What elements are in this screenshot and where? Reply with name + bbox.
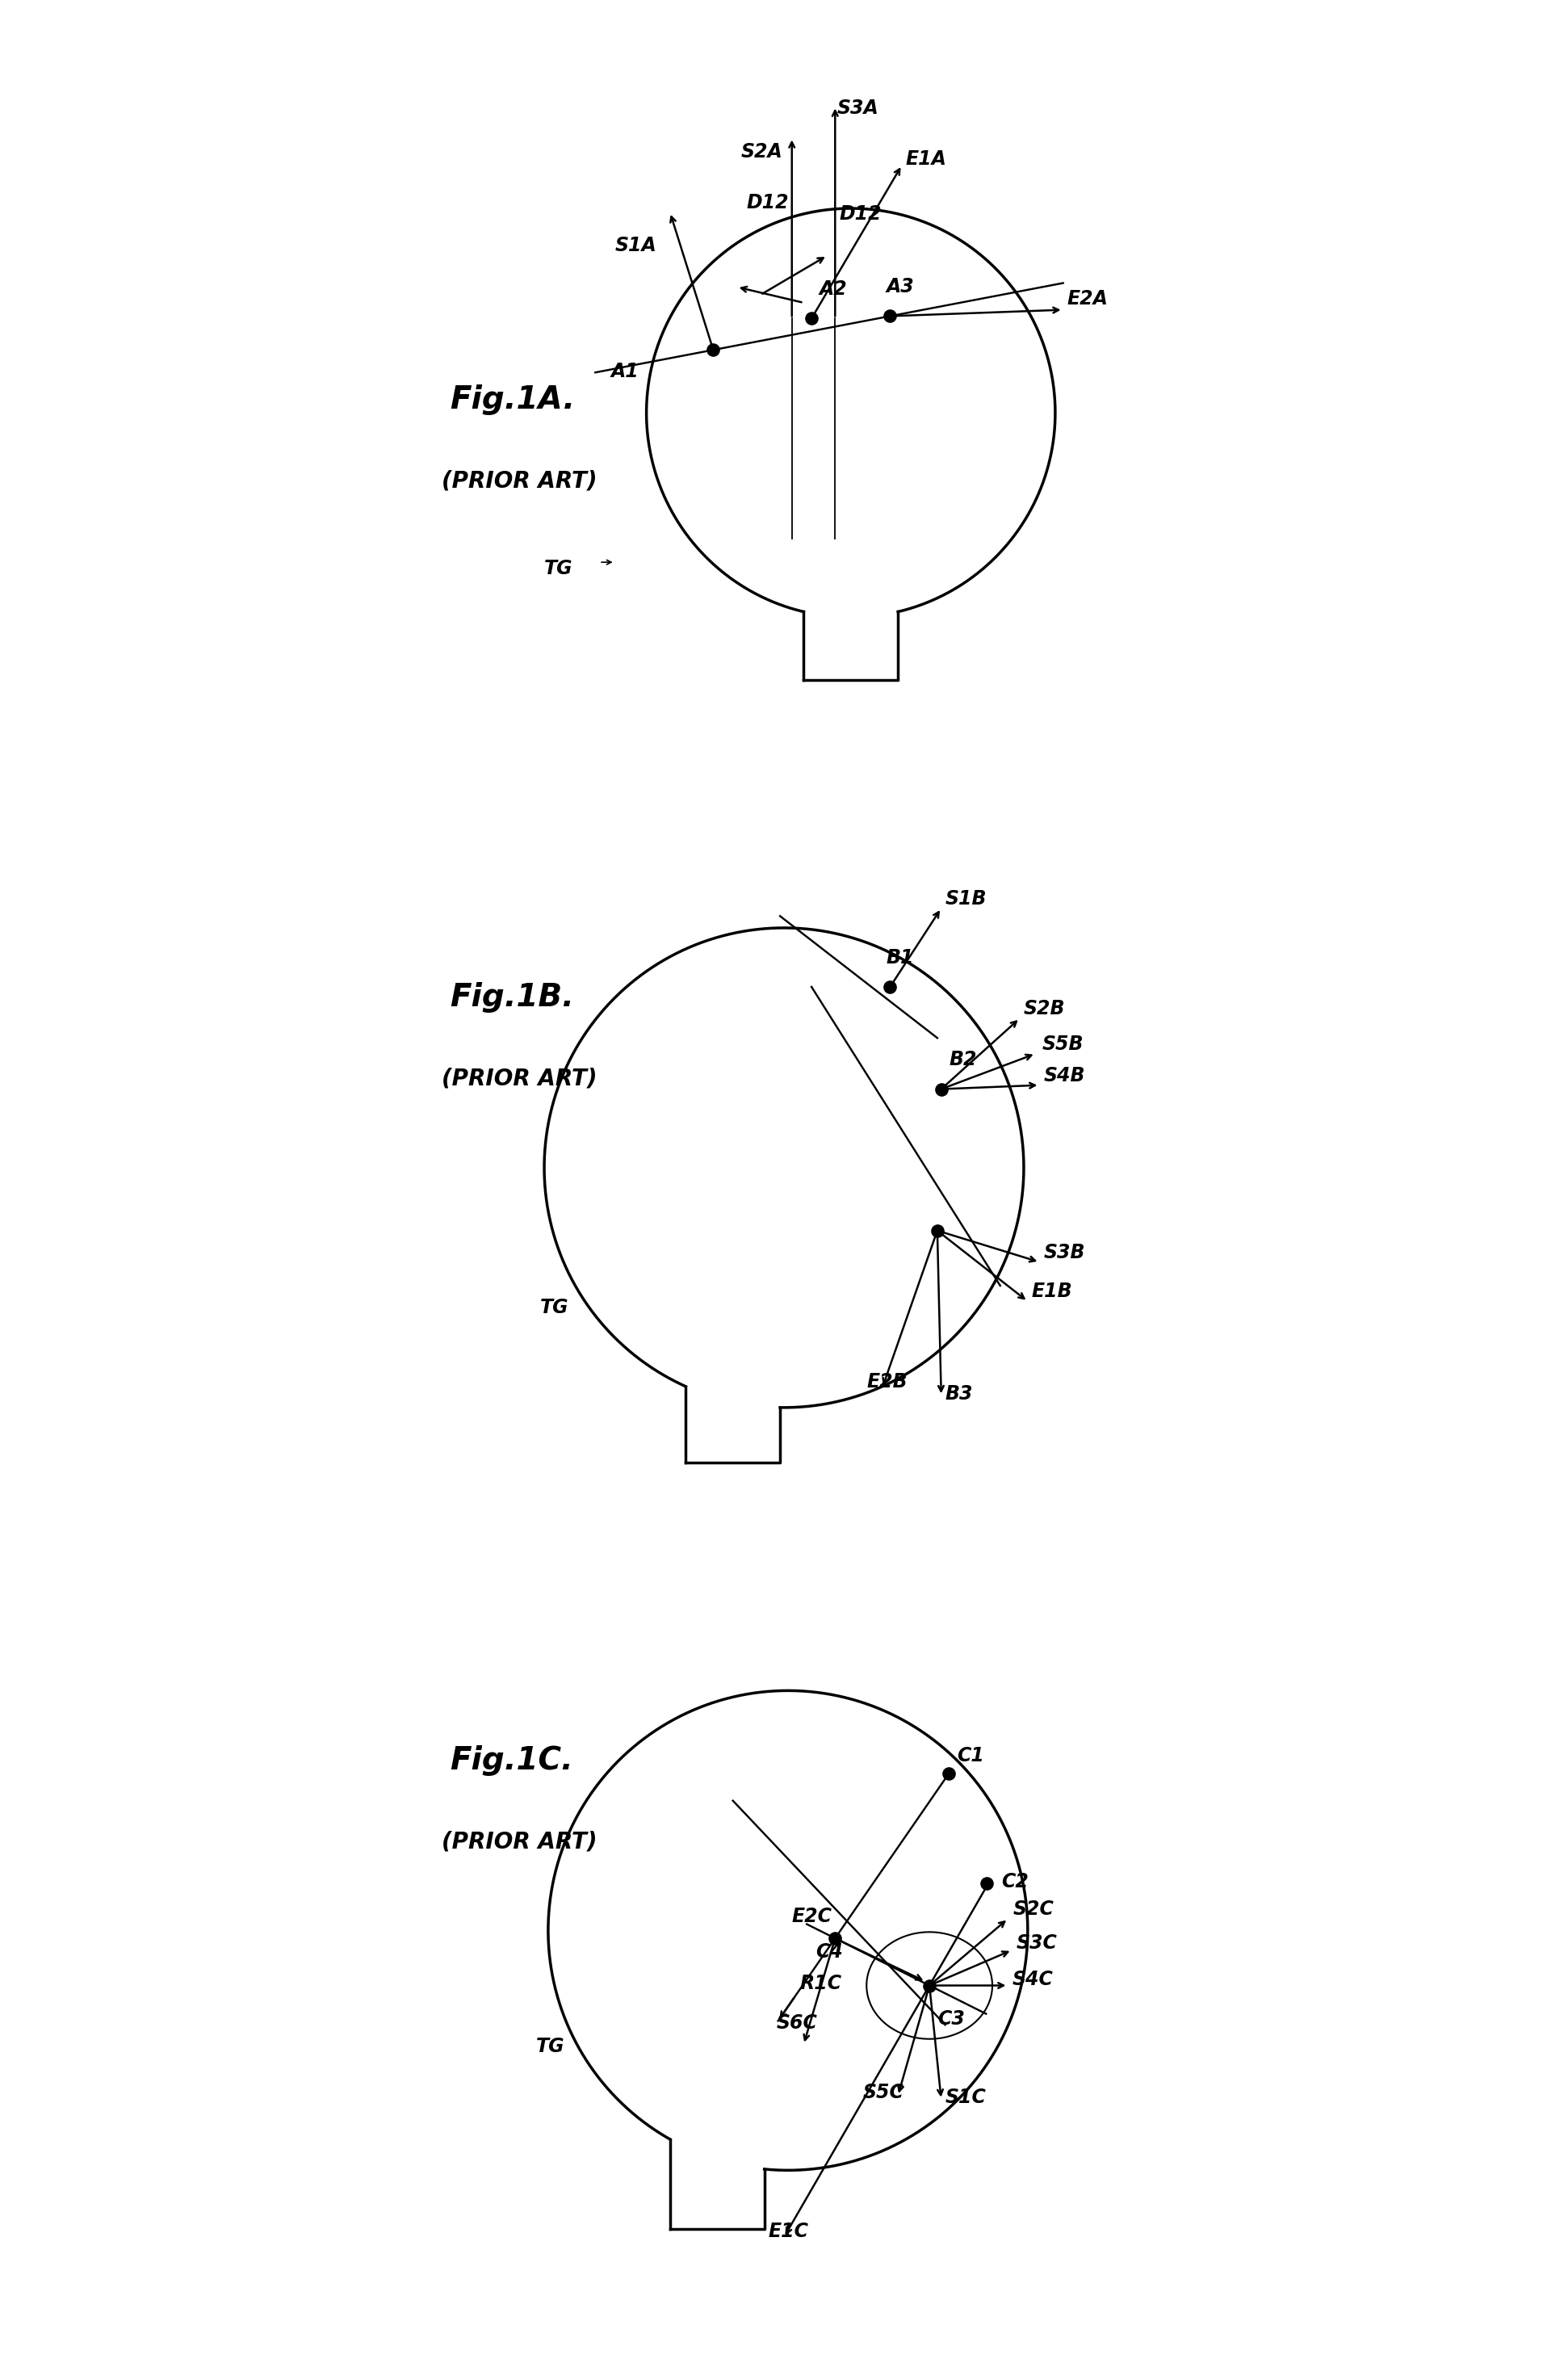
Text: S3B: S3B (1043, 1243, 1085, 1262)
Text: (PRIOR ART): (PRIOR ART) (442, 1831, 597, 1852)
Text: S4C: S4C (1011, 1970, 1054, 1989)
Text: E1B: E1B (1032, 1281, 1073, 1302)
Text: (PRIOR ART): (PRIOR ART) (442, 1066, 597, 1090)
Text: A1: A1 (612, 361, 640, 382)
Text: B3: B3 (946, 1385, 974, 1404)
Text: S2A: S2A (740, 142, 782, 160)
Text: R1C: R1C (800, 1974, 842, 1993)
Text: (PRIOR ART): (PRIOR ART) (442, 469, 597, 493)
Text: E1C: E1C (768, 2222, 809, 2241)
Text: TG: TG (536, 2036, 564, 2057)
Text: E1A: E1A (906, 149, 947, 170)
Text: A2: A2 (820, 278, 847, 300)
Text: S1B: S1B (946, 889, 986, 908)
Text: TG: TG (544, 559, 572, 578)
Text: Fig.1A.: Fig.1A. (450, 385, 575, 415)
Text: E2B: E2B (867, 1373, 908, 1392)
Point (878, 297, 903, 335)
Point (878, 967, 903, 1005)
Point (800, 300, 825, 337)
Text: E2A: E2A (1066, 288, 1109, 309)
Text: C3: C3 (938, 2010, 964, 2029)
Point (701, 330, 726, 368)
Text: E2C: E2C (792, 1906, 833, 1927)
Point (974, 1864, 999, 1901)
Text: TG: TG (541, 1297, 569, 1316)
Text: C2: C2 (1000, 1871, 1029, 1892)
Text: D12: D12 (839, 205, 881, 224)
Text: S5C: S5C (862, 2083, 903, 2102)
Text: C4: C4 (815, 1941, 842, 1963)
Point (925, 1213, 950, 1250)
Text: S4B: S4B (1043, 1066, 1085, 1085)
Text: B2: B2 (949, 1050, 977, 1069)
Text: B1: B1 (886, 948, 914, 967)
Text: A3: A3 (886, 276, 914, 297)
Point (823, 1920, 848, 1958)
Text: D12: D12 (746, 193, 789, 212)
Point (928, 1071, 953, 1109)
Text: S6C: S6C (776, 2012, 817, 2033)
Text: S3A: S3A (837, 99, 878, 118)
Text: S5B: S5B (1041, 1033, 1083, 1054)
Text: S2C: S2C (1013, 1899, 1054, 1918)
Text: S3C: S3C (1016, 1932, 1057, 1953)
Text: S1A: S1A (615, 236, 657, 255)
Point (917, 1967, 942, 2005)
Text: C1: C1 (956, 1746, 985, 1765)
Point (936, 1755, 961, 1793)
Text: S2B: S2B (1024, 998, 1065, 1019)
Text: S1C: S1C (946, 2088, 986, 2107)
Text: Fig.1B.: Fig.1B. (450, 981, 574, 1012)
Text: Fig.1C.: Fig.1C. (450, 1746, 574, 1776)
